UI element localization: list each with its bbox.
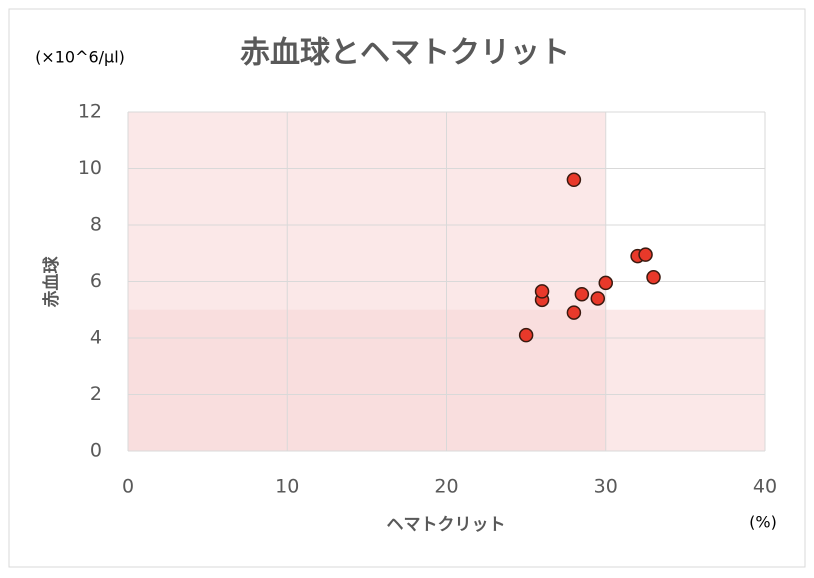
x-tick-label: 0 <box>122 476 134 498</box>
point <box>566 172 582 188</box>
point <box>566 305 582 320</box>
y-tick-label: 2 <box>90 383 102 405</box>
y-tick-label: 4 <box>90 327 102 349</box>
y-tick-label: 8 <box>90 214 102 236</box>
point <box>598 275 613 291</box>
y-tick-label: 12 <box>78 101 102 123</box>
y-tick-label: 0 <box>90 440 102 462</box>
y-tick-label: 10 <box>78 157 102 179</box>
x-unit: (%) <box>749 513 777 532</box>
point <box>574 286 590 302</box>
point <box>638 247 653 262</box>
x-tick-label: 10 <box>275 476 299 498</box>
chart-title: 赤血球とヘマトクリット <box>240 36 570 71</box>
x-tick-label: 20 <box>434 476 458 498</box>
x-axis-label: ヘマトクリット <box>387 515 506 535</box>
x-tick-label: 30 <box>594 476 618 498</box>
y-axis-label: 赤血球 <box>41 256 62 308</box>
x-tick-label: 40 <box>753 476 777 498</box>
point <box>590 291 606 306</box>
y-tick-label: 6 <box>90 270 102 292</box>
point <box>518 327 534 343</box>
y-unit: (×10^6/μl) <box>35 48 125 67</box>
point <box>646 270 661 285</box>
point <box>534 284 550 299</box>
